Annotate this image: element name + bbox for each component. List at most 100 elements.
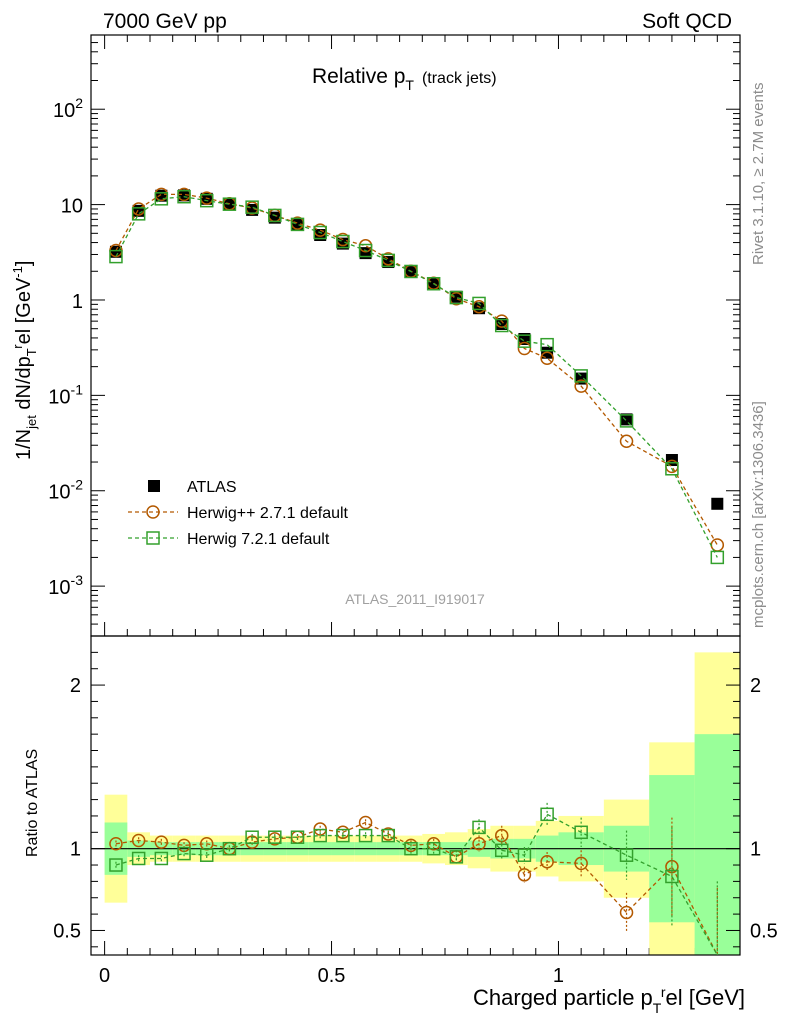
y-tick-label-base: 10 [48,577,70,599]
data-point-2 [131,207,146,221]
ratio-point-1 [619,848,634,862]
ratio-point-1 [494,843,509,858]
ratio-point-0 [574,856,588,871]
data-point-0 [359,247,372,260]
ratio-y-tick-label: 1 [70,839,81,861]
legend-herwigpp-marker [146,505,160,519]
rivet-label: Rivet 3.1.10, ≥ 2.7M events [750,83,767,266]
ratio-line-0 [115,821,718,956]
legend-atlas-label: ATLAS [187,479,237,496]
data-point-2 [494,318,509,333]
ratio-plot: 0 0.5 1 0.5 0.5 1 1 2 2 [53,635,778,987]
analysis-watermark: ATLAS_2011_I919017 [345,591,485,607]
data-point-1 [517,341,532,356]
data-point-2 [245,200,259,214]
ratio-y-tick-label: 0.5 [53,920,81,942]
y-tick-label-base: 10 [48,386,70,408]
x-tick-label: 1 [553,965,564,987]
data-point-2 [517,334,532,348]
ratio-point-1 [472,820,486,835]
y-tick-label-exp: -2 [71,477,84,493]
data-point-2 [619,414,634,428]
ratio-point-1 [222,841,237,856]
data-point-2 [313,225,327,240]
data-point-1 [540,351,554,365]
x-tick-label: 0 [99,965,110,987]
data-point-2 [540,337,554,352]
ratio-point-0 [109,837,123,851]
ratio-point-0 [131,833,146,848]
ratio-line-1 [115,813,718,956]
ratio-point-1 [245,830,259,844]
ratio-point-1 [449,850,464,864]
data-point-2 [222,197,237,211]
data-point-2 [268,208,282,223]
ratio-y-tick-label: 2 [70,675,81,697]
data-point-1 [619,434,634,449]
series-line-2 [115,196,718,558]
ratio-point-1 [131,851,146,866]
ratio-point-0 [472,837,486,851]
y-tick-label-exp: -1 [71,381,84,397]
data-point-2 [710,550,725,565]
data-point-1 [574,379,588,393]
data-point-2 [109,249,123,264]
ratio-point-1 [358,828,373,843]
ratio-frame [90,635,741,956]
legend-herwig7-label: Herwig 7.2.1 default [187,531,330,548]
y-tick-label: 10-2 [48,477,83,504]
data-point-2 [336,234,350,249]
plot-title: Relative pT (track jets) [312,65,497,93]
data-point-2 [472,296,486,311]
plot-title-main: Relative p [312,65,405,88]
mcplots-label: mcplots.cern.ch [arXiv:1306.3436] [750,401,767,628]
ratio-point-0 [540,855,554,869]
y-tick-label: 1 [72,291,83,313]
y-tick-label-exp: -3 [71,572,84,588]
ratio-y-tick-label-right: 2 [750,675,761,697]
y-tick-label-base: 10 [48,482,70,504]
y-tick-label: 10-3 [48,572,83,599]
ylabel-ratio: Ratio to ATLAS [24,749,41,857]
data-point-2 [665,462,679,476]
plot-title-sub: T [405,77,414,93]
legend: ATLAS Herwig++ 2.7.1 default Herwig 7.2.… [128,479,349,548]
ratio-point-1 [154,851,169,866]
ylabel-main: 1/Njet dN/dpTrel [GeV-1] [10,261,39,460]
data-point-2 [404,264,418,279]
plot-title-suffix: (track jets) [422,70,497,87]
data-point-2 [426,276,441,291]
data-point-2 [358,243,373,258]
y-tick-label: 10-1 [48,381,83,408]
data-point-0 [109,245,122,258]
data-point-0 [711,497,724,510]
ratio-point-1 [381,828,396,843]
data-point-2 [154,192,169,206]
y-tick-label: 10 [61,196,83,218]
ratio-y-tick-label-right: 0.5 [750,920,778,942]
svg-text:Charged particle pTrel [GeV]: Charged particle pTrel [GeV] [473,984,745,1016]
legend-herwig7-marker [146,531,160,545]
ratio-point-1 [574,825,588,840]
ratio-point-1 [426,841,441,856]
ratio-point-1 [336,828,350,843]
x-tick-label: 0.5 [318,965,346,987]
ratio-point-1 [290,830,305,844]
ratio-point-0 [154,835,169,849]
y-tick-label-exp: 2 [75,95,83,111]
xlabel: Charged particle pTrel [GeV] [473,984,745,1016]
ratio-point-1 [404,841,418,856]
ratio-point-1 [268,830,282,844]
ratio-y-tick-label-right: 1 [750,839,761,861]
ratio-point-1 [665,869,679,884]
data-point-0 [620,413,633,426]
data-point-2 [199,193,214,208]
header-right: Soft QCD [642,10,732,33]
ratio-point-0 [619,905,634,920]
legend-atlas-marker [148,480,160,492]
ratio-point-1 [313,828,327,843]
ratio-point-1 [199,848,214,862]
y-tick-label-base: 10 [53,100,75,122]
ratio-point-0 [358,815,373,830]
ratio-point-1 [540,807,554,822]
